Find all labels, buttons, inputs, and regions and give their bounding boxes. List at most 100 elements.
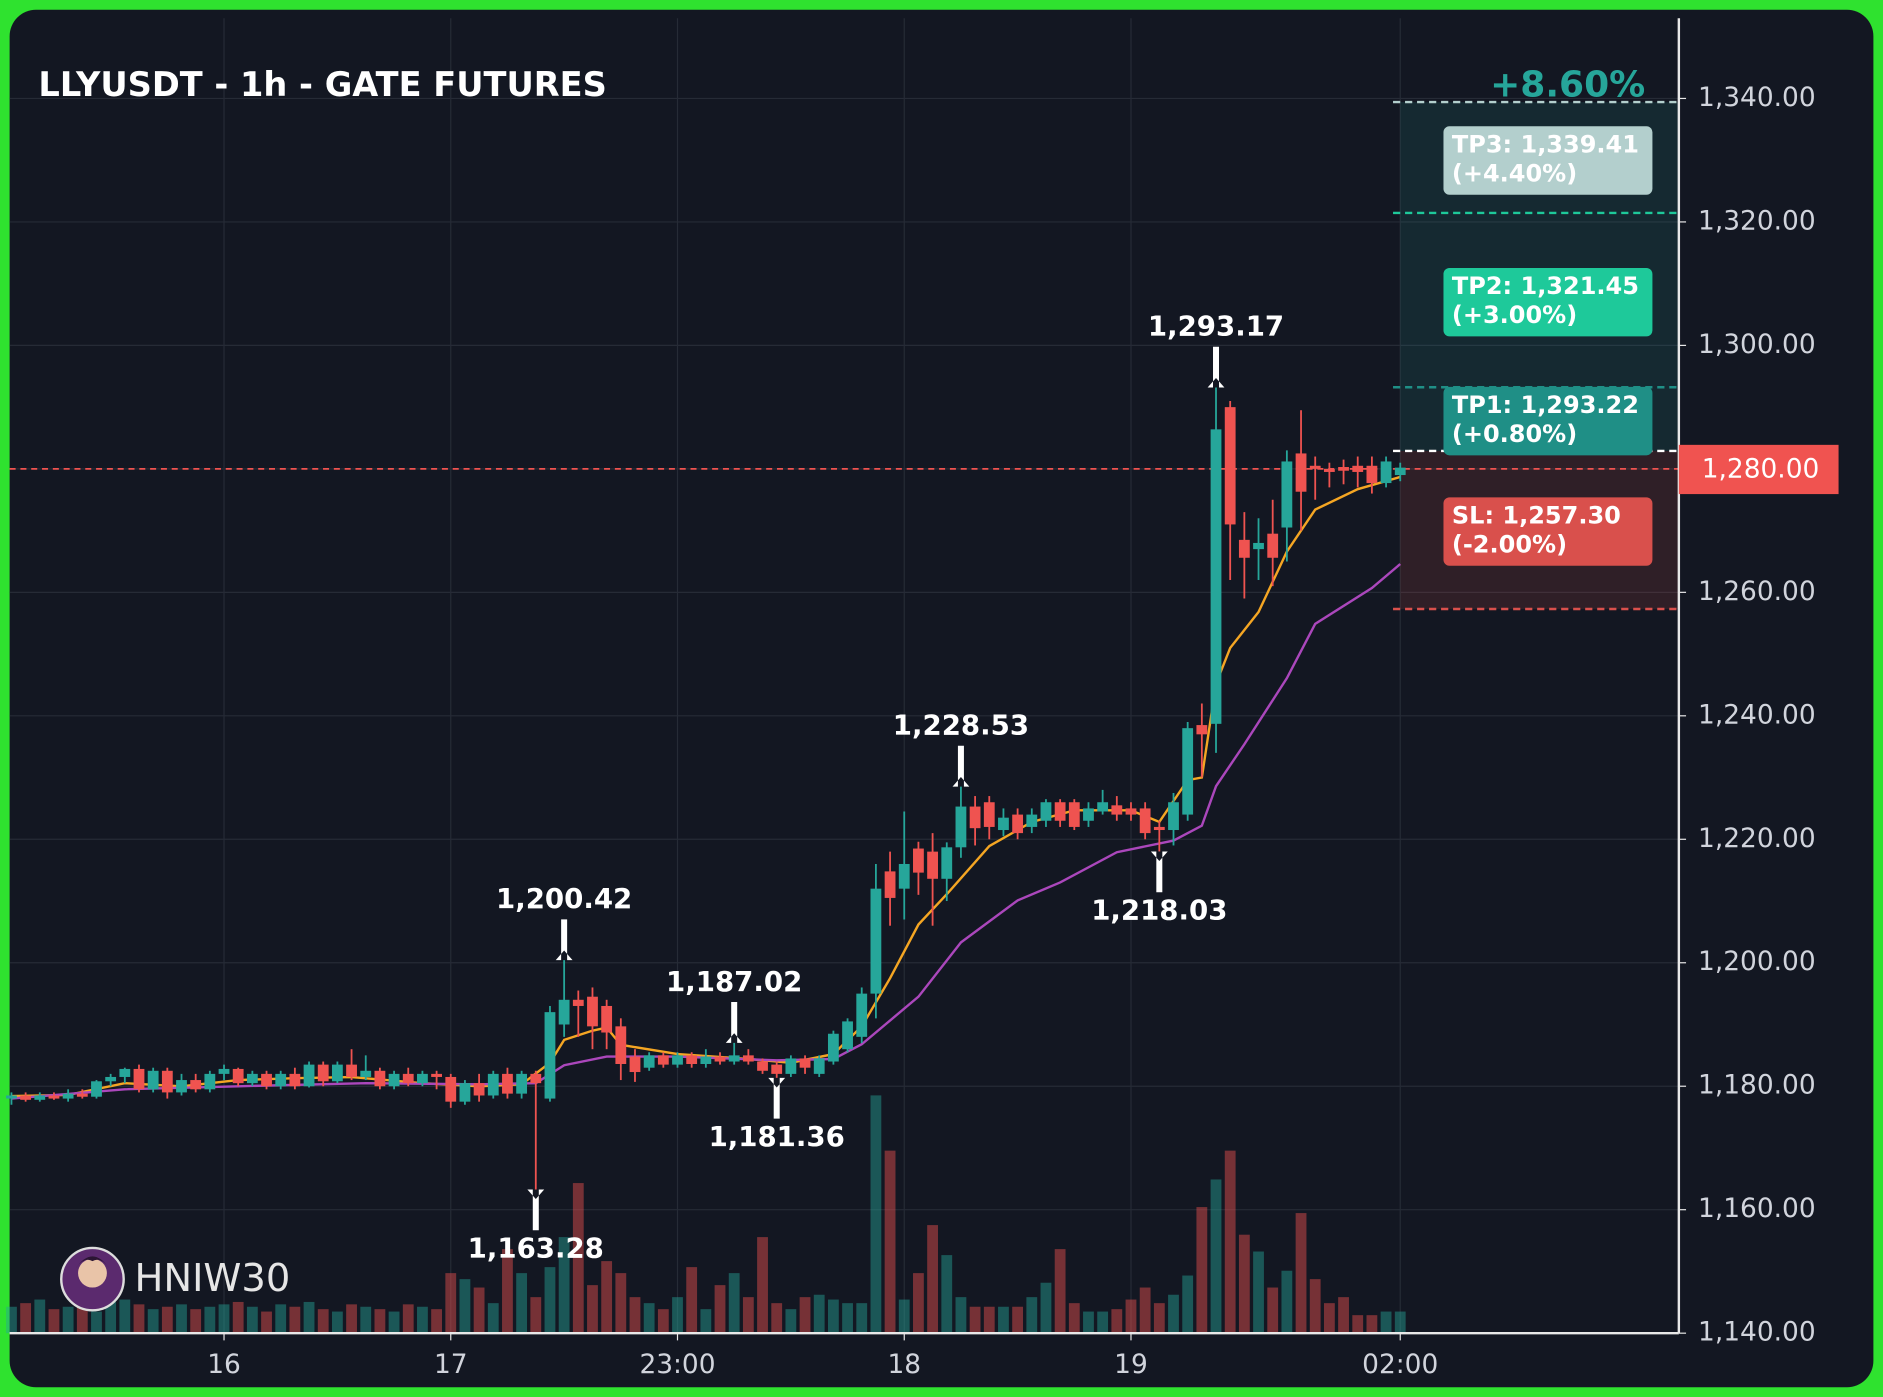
volume-bar xyxy=(1238,1234,1250,1334)
volume-bar xyxy=(317,1309,329,1334)
candle-body xyxy=(1281,461,1293,528)
volume-bar xyxy=(232,1301,244,1334)
volume-layer xyxy=(6,1095,1406,1334)
watermark: HNIW30 xyxy=(60,1246,290,1312)
candle-body xyxy=(700,1056,712,1065)
volume-bar xyxy=(417,1306,428,1334)
volume-bar xyxy=(487,1303,499,1334)
volume-bar xyxy=(913,1273,924,1334)
candle-body xyxy=(261,1073,272,1087)
level-box xyxy=(1443,497,1653,566)
candle-body xyxy=(530,1073,542,1084)
candle-body xyxy=(161,1070,173,1093)
candle-body xyxy=(1394,467,1406,476)
candle-body xyxy=(969,806,981,829)
annotation-label: 1,200.42 xyxy=(496,882,632,915)
volume-bar xyxy=(572,1183,584,1334)
volume-bar xyxy=(1168,1294,1179,1334)
volume-bar xyxy=(275,1304,287,1334)
x-tick-label: 02:00 xyxy=(1362,1349,1438,1380)
candle-body xyxy=(714,1056,726,1062)
candle-body xyxy=(757,1061,768,1071)
level-box xyxy=(1443,267,1653,337)
volume-bar xyxy=(502,1249,513,1334)
volume-bar xyxy=(757,1237,768,1334)
candle-body xyxy=(1352,465,1364,472)
candle-body xyxy=(572,999,584,1006)
candle-body xyxy=(417,1073,428,1084)
y-tick-label: 1,160.00 xyxy=(1698,1193,1816,1224)
level-change: (+3.00%) xyxy=(1452,301,1577,329)
volume-bar xyxy=(1394,1311,1406,1334)
trade-zones: TP3: 1,339.41(+4.40%) TP2: 1,321.45(+3.00… xyxy=(9,100,1679,611)
volume-bar xyxy=(1196,1207,1208,1334)
annotation-label: 1,163.28 xyxy=(468,1231,604,1264)
candle-body xyxy=(402,1073,414,1084)
x-tick-label: 16 xyxy=(207,1349,241,1380)
volume-bar xyxy=(204,1306,216,1334)
candle-body xyxy=(1338,467,1349,471)
avatar-face xyxy=(78,1258,107,1288)
volume-bar xyxy=(91,1311,102,1334)
y-tick-label: 1,220.00 xyxy=(1698,823,1816,854)
volume-bar xyxy=(544,1267,556,1334)
candle-body xyxy=(445,1076,457,1102)
volume-bar xyxy=(76,1304,88,1334)
level-label: SL: 1,257.30 xyxy=(1452,502,1621,530)
annotation-label: 1,187.02 xyxy=(666,965,802,998)
volume-bar xyxy=(1083,1311,1094,1334)
x-tick-label: 23:00 xyxy=(639,1349,715,1380)
level-label: TP3: 1,339.41 xyxy=(1452,130,1639,158)
volume-bar xyxy=(1210,1179,1222,1334)
volume-bar xyxy=(1125,1299,1137,1334)
candle-body xyxy=(346,1064,357,1077)
candle-body xyxy=(232,1068,244,1084)
volume-bar xyxy=(686,1267,698,1334)
candle-body xyxy=(1380,461,1392,484)
volume-bar xyxy=(261,1311,272,1334)
panel xyxy=(9,9,1874,1388)
volume-bar xyxy=(218,1304,230,1334)
candle-body xyxy=(1097,802,1109,812)
volume-bar xyxy=(62,1306,74,1334)
annotation-arrow xyxy=(725,1002,743,1043)
volume-bar xyxy=(445,1273,457,1334)
candle-body xyxy=(459,1083,471,1102)
candle-body xyxy=(1168,802,1179,831)
volume-bar xyxy=(346,1304,357,1334)
candle-body xyxy=(218,1068,230,1074)
candle-body xyxy=(1366,465,1378,484)
x-tick-label: 17 xyxy=(434,1349,468,1380)
candle-body xyxy=(91,1081,102,1097)
candle-body xyxy=(1267,533,1279,558)
candle-body xyxy=(898,863,910,889)
candle-body xyxy=(1323,468,1335,472)
volume-bar xyxy=(1054,1249,1066,1334)
volume-bar xyxy=(1323,1303,1335,1334)
candle-body xyxy=(657,1055,669,1065)
candle-body xyxy=(1026,814,1038,827)
candle-body xyxy=(374,1070,386,1087)
candle-body xyxy=(1125,808,1137,815)
volume-bar xyxy=(728,1273,740,1334)
volume-bar xyxy=(246,1306,258,1334)
volume-bar xyxy=(147,1309,159,1334)
annotation-arrow xyxy=(1150,851,1168,893)
candle-body xyxy=(473,1083,485,1096)
level-label: TP2: 1,321.45 xyxy=(1452,272,1639,300)
volume-bar xyxy=(1012,1306,1024,1334)
candle-body xyxy=(615,1026,627,1065)
volume-bar xyxy=(1182,1275,1194,1334)
candle-body xyxy=(76,1093,88,1097)
level-box xyxy=(1443,386,1653,456)
volume-bar xyxy=(402,1304,414,1334)
volume-bar xyxy=(941,1255,953,1334)
candle-body xyxy=(1153,826,1165,831)
volume-bar xyxy=(998,1306,1009,1334)
candle-body xyxy=(1040,802,1052,821)
volume-bar xyxy=(1068,1303,1080,1334)
candle-body xyxy=(1083,808,1094,821)
last-price-label: 1,280.00 xyxy=(1702,454,1820,485)
